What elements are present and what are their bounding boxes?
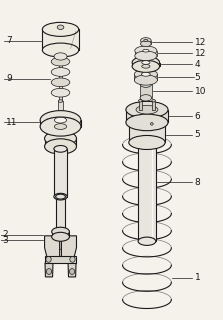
Text: 3: 3 xyxy=(2,236,8,245)
Polygon shape xyxy=(134,74,157,80)
Ellipse shape xyxy=(54,117,67,123)
Text: 6: 6 xyxy=(195,112,200,121)
Ellipse shape xyxy=(52,227,69,236)
Polygon shape xyxy=(132,62,160,66)
Polygon shape xyxy=(129,122,165,142)
Ellipse shape xyxy=(134,69,157,79)
Ellipse shape xyxy=(54,124,67,129)
Ellipse shape xyxy=(70,257,75,262)
Polygon shape xyxy=(52,232,69,237)
Text: 10: 10 xyxy=(195,87,206,96)
Ellipse shape xyxy=(138,137,156,145)
Ellipse shape xyxy=(58,100,63,102)
Polygon shape xyxy=(138,101,142,110)
Ellipse shape xyxy=(69,269,75,274)
Polygon shape xyxy=(40,120,81,126)
Ellipse shape xyxy=(51,68,70,76)
Text: 11: 11 xyxy=(6,118,18,127)
Ellipse shape xyxy=(135,46,157,55)
Text: 7: 7 xyxy=(6,36,12,45)
Ellipse shape xyxy=(129,115,165,129)
Polygon shape xyxy=(68,263,76,277)
Polygon shape xyxy=(54,149,67,197)
Polygon shape xyxy=(126,110,168,123)
Ellipse shape xyxy=(51,57,70,66)
Ellipse shape xyxy=(51,88,70,97)
Ellipse shape xyxy=(126,114,168,131)
Ellipse shape xyxy=(54,53,67,60)
Text: 2: 2 xyxy=(2,230,8,239)
Polygon shape xyxy=(45,139,76,147)
Ellipse shape xyxy=(40,117,81,136)
Ellipse shape xyxy=(42,22,79,36)
Ellipse shape xyxy=(135,51,157,60)
Ellipse shape xyxy=(136,105,158,114)
Text: 12: 12 xyxy=(195,38,206,47)
Text: 12: 12 xyxy=(195,49,206,58)
Text: 9: 9 xyxy=(6,74,12,83)
Ellipse shape xyxy=(140,95,152,101)
Ellipse shape xyxy=(140,38,151,44)
Polygon shape xyxy=(45,236,60,257)
Polygon shape xyxy=(58,101,63,249)
Ellipse shape xyxy=(45,131,76,146)
Ellipse shape xyxy=(132,60,160,72)
Ellipse shape xyxy=(141,72,150,76)
Ellipse shape xyxy=(54,146,67,152)
Polygon shape xyxy=(135,51,157,56)
Ellipse shape xyxy=(52,232,69,241)
Polygon shape xyxy=(42,29,79,50)
Ellipse shape xyxy=(138,237,156,245)
Ellipse shape xyxy=(46,269,52,274)
Polygon shape xyxy=(140,84,152,98)
Ellipse shape xyxy=(42,43,79,57)
Ellipse shape xyxy=(129,135,165,149)
Ellipse shape xyxy=(142,61,150,64)
Ellipse shape xyxy=(54,193,67,200)
Polygon shape xyxy=(45,147,76,149)
Ellipse shape xyxy=(152,100,155,102)
Ellipse shape xyxy=(144,39,148,42)
Text: 5: 5 xyxy=(195,73,200,82)
Polygon shape xyxy=(59,51,62,106)
Ellipse shape xyxy=(46,257,51,262)
Text: 1: 1 xyxy=(195,273,200,282)
Text: 4: 4 xyxy=(195,60,200,69)
Ellipse shape xyxy=(134,75,157,85)
Polygon shape xyxy=(138,141,156,241)
Polygon shape xyxy=(61,236,76,257)
Ellipse shape xyxy=(56,194,65,199)
Ellipse shape xyxy=(132,56,160,68)
Ellipse shape xyxy=(142,65,150,68)
Ellipse shape xyxy=(126,101,168,118)
Text: 8: 8 xyxy=(195,178,200,187)
Polygon shape xyxy=(140,41,151,44)
Ellipse shape xyxy=(51,78,70,87)
Ellipse shape xyxy=(57,25,64,29)
Ellipse shape xyxy=(143,49,149,52)
Polygon shape xyxy=(152,101,155,110)
Ellipse shape xyxy=(140,81,152,87)
Ellipse shape xyxy=(40,111,81,130)
Polygon shape xyxy=(45,256,76,263)
Polygon shape xyxy=(56,197,65,230)
Text: 5: 5 xyxy=(195,130,200,139)
Ellipse shape xyxy=(45,139,76,154)
Ellipse shape xyxy=(140,41,151,47)
Ellipse shape xyxy=(151,123,153,125)
Ellipse shape xyxy=(56,228,65,233)
Ellipse shape xyxy=(138,100,142,102)
Polygon shape xyxy=(45,263,53,277)
Ellipse shape xyxy=(139,119,155,125)
